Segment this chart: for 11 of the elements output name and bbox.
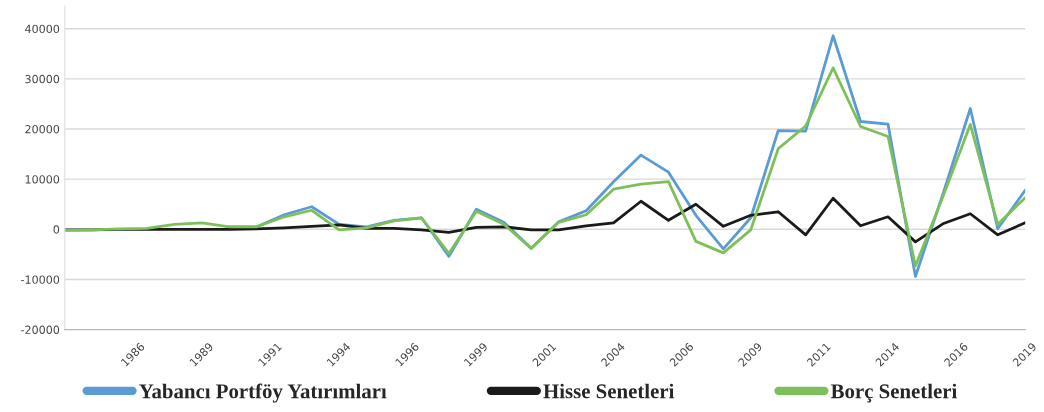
legend-label: Yabancı Portföy Yatırımları — [139, 383, 387, 403]
y-tick-label: -10000 — [21, 275, 60, 284]
y-tick-label: 20000 — [25, 125, 60, 134]
y-tick-label: 0 — [53, 225, 60, 234]
legend-label: Borç Senetleri — [830, 383, 957, 403]
y-tick-label: 30000 — [25, 74, 60, 84]
line-series — [64, 66, 1026, 268]
y-tick-label: 10000 — [25, 175, 60, 184]
y-tick-label: 40000 — [25, 24, 60, 34]
legend-label: Hisse Senetleri — [543, 383, 675, 399]
y-tick-label: -20000 — [21, 325, 60, 334]
